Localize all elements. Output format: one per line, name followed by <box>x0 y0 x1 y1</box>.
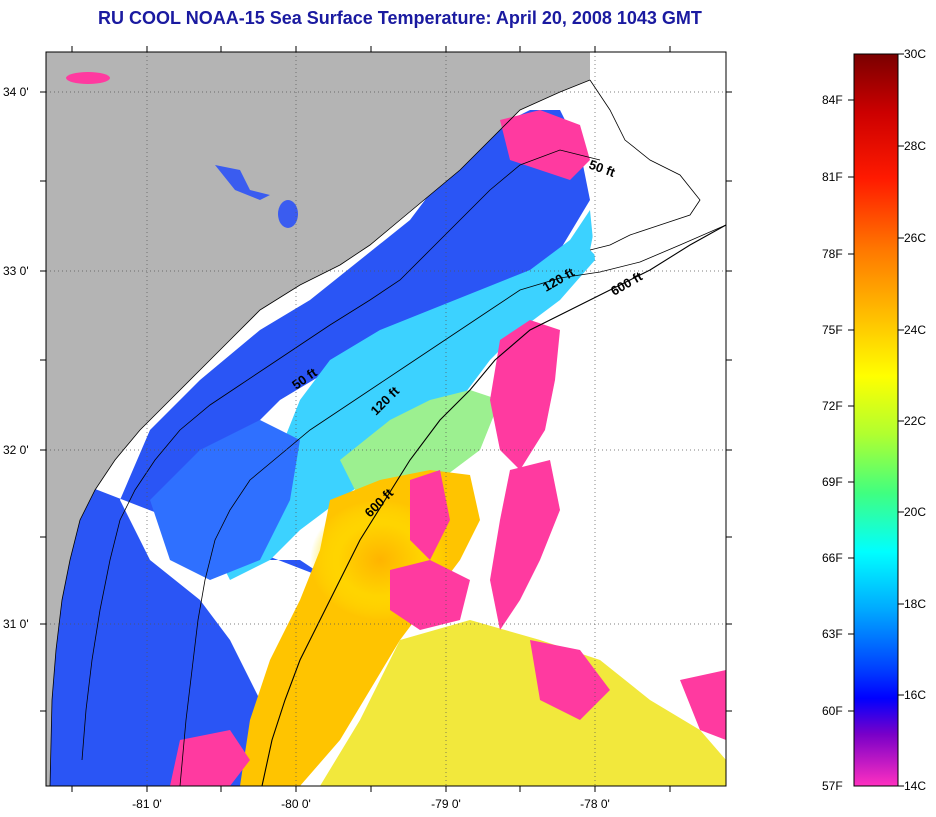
plot-frame <box>45 51 727 787</box>
lon-label-80: -80 0' <box>281 797 311 811</box>
sst-green-band <box>340 390 500 500</box>
no-data-east <box>520 250 726 690</box>
cloud-patch-sw <box>530 640 610 720</box>
sst-cool-blue-patch <box>150 420 300 580</box>
cloud-patch-north <box>500 110 590 180</box>
cloud-patch-south <box>170 730 250 786</box>
sst-yellow-south <box>320 620 726 786</box>
cloud-patch-se <box>490 460 560 630</box>
inland-lake <box>278 200 298 228</box>
isobath-600ft <box>261 224 726 786</box>
inland-lake-2 <box>215 165 270 200</box>
sst-cold-shelf <box>46 110 590 786</box>
graticule <box>46 52 726 786</box>
axis-ticks <box>40 46 732 792</box>
lat-label-33: 33 0' <box>3 264 29 278</box>
map-title: RU COOL NOAA-15 Sea Surface Temperature:… <box>98 8 702 28</box>
cloud-patch-nw <box>66 72 110 84</box>
sst-mid-shelf <box>210 210 595 580</box>
coastline-northeast <box>589 79 701 251</box>
cloud-patch-far-se <box>680 670 726 740</box>
lat-label-32: 32 0' <box>3 443 29 457</box>
lat-label-31: 31 0' <box>3 617 29 631</box>
cloud-patch-central <box>410 470 450 560</box>
isobath-120ft <box>179 224 726 786</box>
land-mainland <box>46 52 590 786</box>
lon-label-81: -81 0' <box>132 797 162 811</box>
coastline <box>49 79 591 786</box>
lon-label-79: -79 0' <box>431 797 461 811</box>
isobath-50ft <box>81 149 601 761</box>
cloud-patch-mid <box>390 560 470 630</box>
cloud-patch-east <box>490 320 560 470</box>
lat-label-34: 34 0' <box>3 85 29 99</box>
lon-label-78: -78 0' <box>580 797 610 811</box>
